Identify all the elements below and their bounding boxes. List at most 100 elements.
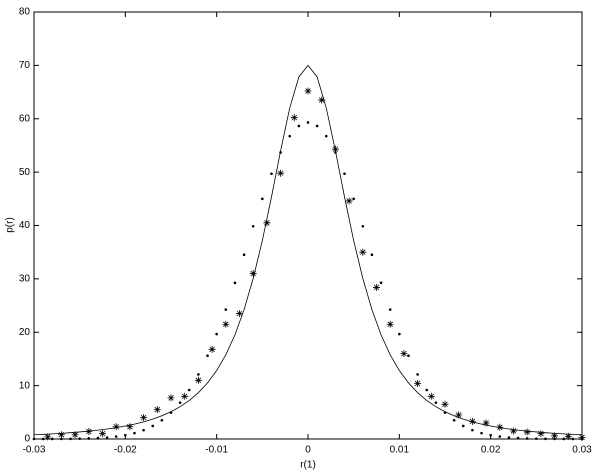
dot-marker bbox=[507, 436, 511, 439]
dot-marker bbox=[315, 124, 319, 128]
asterisk-marker bbox=[194, 376, 202, 384]
dot-marker bbox=[169, 411, 173, 414]
asterisk-marker bbox=[99, 430, 106, 438]
dot-marker bbox=[489, 433, 492, 437]
axes-box bbox=[33, 11, 583, 440]
x-tick-label: -0.01 bbox=[205, 445, 228, 456]
dot-marker bbox=[41, 437, 45, 441]
asterisk-marker bbox=[441, 400, 449, 408]
dot-marker bbox=[187, 388, 191, 392]
dot-marker bbox=[443, 411, 447, 414]
x-axis-label: r(1) bbox=[300, 460, 316, 471]
dot-marker bbox=[297, 124, 301, 128]
asterisk-marker bbox=[318, 96, 326, 104]
dot-marker bbox=[114, 435, 118, 438]
dot-marker bbox=[215, 332, 218, 336]
y-tick-label: 40 bbox=[19, 220, 31, 231]
dot-marker bbox=[224, 308, 228, 311]
asterisk-marker bbox=[386, 320, 394, 328]
asterisk-marker bbox=[373, 283, 380, 291]
dot-marker bbox=[178, 401, 182, 404]
asterisk-marker bbox=[85, 428, 93, 436]
dot-marker bbox=[480, 431, 483, 435]
dot-marker bbox=[50, 437, 54, 441]
asterisk-marker bbox=[44, 433, 52, 441]
asterisk-marker bbox=[482, 419, 490, 427]
dot-marker bbox=[388, 308, 392, 311]
dot-marker bbox=[133, 431, 136, 435]
asterisk-marker bbox=[249, 270, 257, 278]
dot-marker bbox=[78, 437, 81, 440]
dot-marker bbox=[270, 172, 273, 176]
dot-marker bbox=[434, 401, 438, 404]
dot-marker bbox=[379, 281, 383, 285]
dot-marker bbox=[142, 428, 145, 432]
dot-marker bbox=[370, 253, 374, 256]
asterisk-marker bbox=[222, 320, 230, 328]
asterisk-marker bbox=[236, 310, 243, 318]
y-tick-label: 10 bbox=[19, 380, 31, 391]
dot-marker bbox=[361, 224, 365, 228]
dot-marker bbox=[498, 435, 502, 438]
asterisk-marker bbox=[400, 350, 408, 358]
asterisk-marker bbox=[290, 114, 298, 122]
asterisk-marker bbox=[537, 430, 545, 438]
dot-marker bbox=[562, 437, 566, 441]
asterisk-marker bbox=[414, 379, 422, 387]
asterisk-marker bbox=[277, 169, 285, 177]
dot-marker bbox=[544, 437, 547, 441]
asterisk-marker bbox=[578, 433, 586, 441]
asterisk-marker bbox=[112, 423, 120, 431]
dot-marker bbox=[535, 437, 538, 440]
asterisk-marker bbox=[331, 145, 339, 153]
y-tick-label: 80 bbox=[19, 7, 31, 18]
dot-marker bbox=[571, 437, 575, 441]
y-tick-label: 50 bbox=[19, 167, 31, 178]
y-axis-label: p(r) bbox=[5, 217, 16, 233]
asterisk-marker bbox=[345, 197, 353, 205]
asterisk-marker bbox=[140, 414, 148, 422]
y-tick-label: 20 bbox=[19, 327, 31, 338]
asterisk-marker bbox=[359, 248, 367, 256]
dot-marker bbox=[87, 437, 91, 440]
asterisk-marker bbox=[181, 392, 189, 400]
x-tick-label: -0.03 bbox=[23, 445, 46, 456]
dot-marker bbox=[32, 437, 36, 441]
dot-marker bbox=[242, 253, 246, 256]
asterisk-marker bbox=[263, 219, 271, 227]
dot-marker bbox=[416, 373, 419, 376]
asterisk-marker bbox=[455, 411, 463, 419]
asterisk-marker bbox=[153, 406, 161, 414]
dot-marker bbox=[471, 428, 474, 432]
asterisk-marker bbox=[523, 428, 531, 436]
asterisk-marker bbox=[496, 423, 504, 431]
x-tick-label: 0.01 bbox=[390, 445, 410, 456]
asterisk-marker bbox=[510, 427, 517, 435]
dot-marker bbox=[343, 172, 346, 176]
dot-marker bbox=[124, 433, 127, 437]
asterisk-marker bbox=[551, 432, 559, 440]
dot-marker bbox=[425, 388, 429, 392]
dot-marker bbox=[261, 197, 264, 201]
dot-marker bbox=[160, 418, 164, 422]
dot-marker bbox=[279, 151, 282, 154]
dot-marker bbox=[105, 436, 109, 439]
dot-marker bbox=[324, 134, 328, 138]
asterisk-marker bbox=[564, 432, 572, 440]
dot-marker bbox=[251, 224, 255, 228]
y-tick-label: 70 bbox=[19, 60, 31, 71]
x-tick-label: 0.03 bbox=[572, 445, 592, 456]
dot-marker bbox=[197, 373, 200, 376]
dot-marker bbox=[525, 437, 529, 440]
dot-marker bbox=[452, 418, 456, 422]
y-tick-label: 30 bbox=[19, 274, 31, 285]
dot-marker bbox=[288, 134, 292, 138]
asterisk-marker bbox=[304, 87, 312, 95]
asterisk-marker bbox=[427, 392, 435, 400]
asterisk-marker bbox=[468, 417, 476, 425]
dot-marker bbox=[96, 436, 100, 440]
dot-marker bbox=[60, 437, 63, 441]
dot-marker bbox=[398, 332, 401, 336]
dot-marker bbox=[461, 424, 465, 428]
